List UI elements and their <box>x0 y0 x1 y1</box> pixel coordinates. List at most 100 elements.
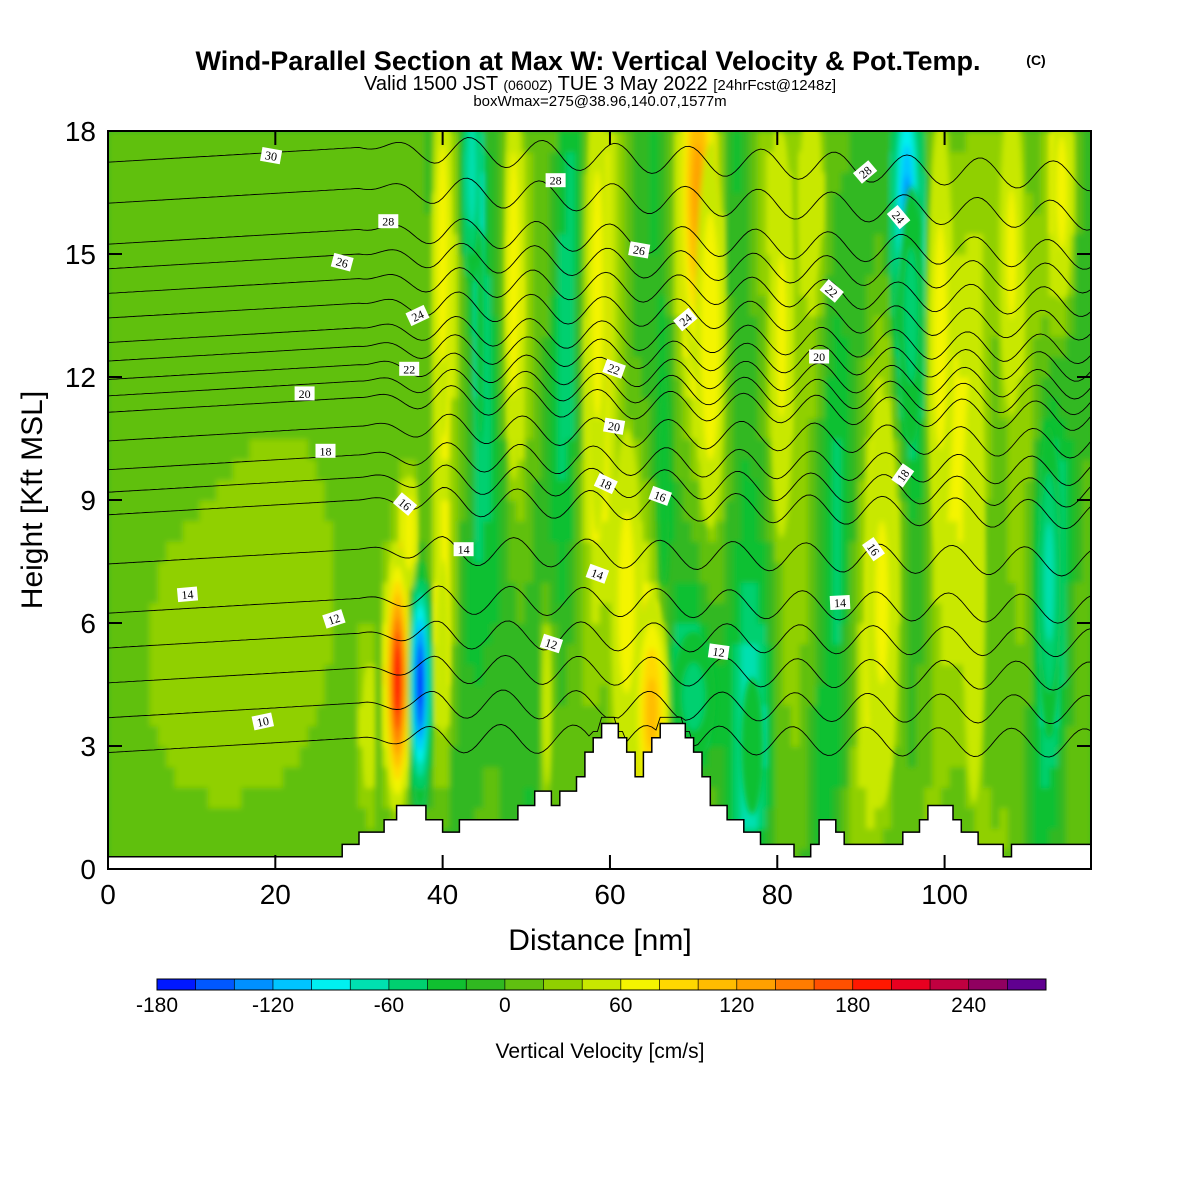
subtitle-forecast: [24hrFcst@1248z] <box>713 77 836 94</box>
w-grid-cell <box>991 479 1001 501</box>
w-grid-cell <box>791 705 801 727</box>
w-grid-cell <box>824 705 834 727</box>
w-grid-cell <box>641 254 651 276</box>
w-grid-cell <box>841 295 851 317</box>
w-grid-cell <box>624 131 634 153</box>
w-grid-cell <box>591 520 601 542</box>
w-grid-cell <box>108 623 118 645</box>
w-grid-cell <box>183 213 193 235</box>
w-grid-cell <box>166 131 176 153</box>
w-grid-cell <box>974 192 984 214</box>
w-grid-cell <box>807 356 817 378</box>
w-grid-cell <box>249 172 259 194</box>
w-grid-cell <box>532 684 542 706</box>
w-grid-cell <box>666 664 676 686</box>
w-grid-cell <box>1049 336 1059 358</box>
w-grid-cell <box>124 828 134 850</box>
w-grid-cell <box>774 828 784 850</box>
w-grid-cell <box>266 602 276 624</box>
w-grid-cell <box>124 479 134 501</box>
w-grid-cell <box>291 623 301 645</box>
w-grid-cell <box>116 725 126 747</box>
w-grid-cell <box>824 684 834 706</box>
w-grid-cell <box>982 807 992 829</box>
w-grid-cell <box>166 561 176 583</box>
w-grid-cell <box>282 746 292 768</box>
w-grid-cell <box>266 541 276 563</box>
w-grid-cell <box>233 418 243 440</box>
w-grid-cell <box>807 274 817 296</box>
colorbar-swatch <box>195 979 235 990</box>
w-grid-cell <box>607 295 617 317</box>
w-grid-cell <box>866 828 876 850</box>
w-grid-cell <box>924 725 934 747</box>
w-grid-cell <box>891 725 901 747</box>
w-grid-cell <box>641 274 651 296</box>
w-grid-cell <box>566 315 576 337</box>
w-grid-cell <box>224 336 234 358</box>
w-grid-cell <box>449 561 459 583</box>
w-grid-cell <box>474 684 484 706</box>
w-grid-cell <box>249 746 259 768</box>
w-grid-cell <box>257 438 267 460</box>
w-grid-cell <box>116 705 126 727</box>
w-grid-cell <box>682 377 692 399</box>
w-grid-cell <box>432 541 442 563</box>
w-grid-cell <box>674 561 684 583</box>
w-grid-cell <box>474 766 484 788</box>
contour-label-bg <box>648 485 672 506</box>
w-grid-cell <box>732 336 742 358</box>
w-grid-cell <box>1074 643 1084 665</box>
w-grid-cell <box>374 254 384 276</box>
w-grid-cell <box>924 151 934 173</box>
w-grid-cell <box>991 807 1001 829</box>
w-grid-cell <box>857 295 867 317</box>
w-grid-cell <box>166 336 176 358</box>
contour-label: 20 <box>603 417 626 435</box>
w-grid-cell <box>549 623 559 645</box>
w-grid-cell <box>249 151 259 173</box>
w-grid-cell <box>932 602 942 624</box>
w-grid-cell <box>141 787 151 809</box>
contour-label: 24 <box>886 204 911 230</box>
w-grid-cell <box>816 807 826 829</box>
w-grid-cell <box>607 254 617 276</box>
w-grid-cell <box>166 746 176 768</box>
contour-label-bg <box>539 633 564 654</box>
w-grid-cell <box>666 192 676 214</box>
contour-label: 14 <box>585 563 610 584</box>
w-grid-cell <box>874 192 884 214</box>
w-grid-cell <box>141 684 151 706</box>
w-grid-cell <box>224 602 234 624</box>
w-grid-cell <box>941 725 951 747</box>
w-grid-cell <box>307 561 317 583</box>
colorbar-swatch <box>1007 979 1047 990</box>
w-grid-cell <box>116 500 126 522</box>
w-grid-cell <box>366 418 376 440</box>
w-grid-cell <box>124 500 134 522</box>
w-grid-cell <box>574 664 584 686</box>
colorbar-swatch <box>273 979 313 990</box>
w-grid-cell <box>274 500 284 522</box>
w-grid-cell <box>208 746 218 768</box>
w-grid-cell <box>757 766 767 788</box>
w-grid-cell <box>457 315 467 337</box>
w-grid-cell <box>991 787 1001 809</box>
w-grid-cell <box>649 151 659 173</box>
w-grid-cell <box>549 274 559 296</box>
w-grid-cell <box>1066 418 1076 440</box>
w-grid-cell <box>233 766 243 788</box>
w-grid-cell <box>824 541 834 563</box>
w-grid-cell <box>799 623 809 645</box>
w-grid-cell <box>574 418 584 440</box>
w-grid-cell <box>757 315 767 337</box>
w-grid-cell <box>1074 602 1084 624</box>
w-grid-cell <box>757 213 767 235</box>
w-grid-cell <box>1032 684 1042 706</box>
w-grid-cell <box>307 336 317 358</box>
w-grid-cell <box>749 541 759 563</box>
w-grid-cell <box>449 705 459 727</box>
w-grid-cell <box>183 479 193 501</box>
w-grid-cell <box>1041 725 1051 747</box>
w-grid-cell <box>291 520 301 542</box>
